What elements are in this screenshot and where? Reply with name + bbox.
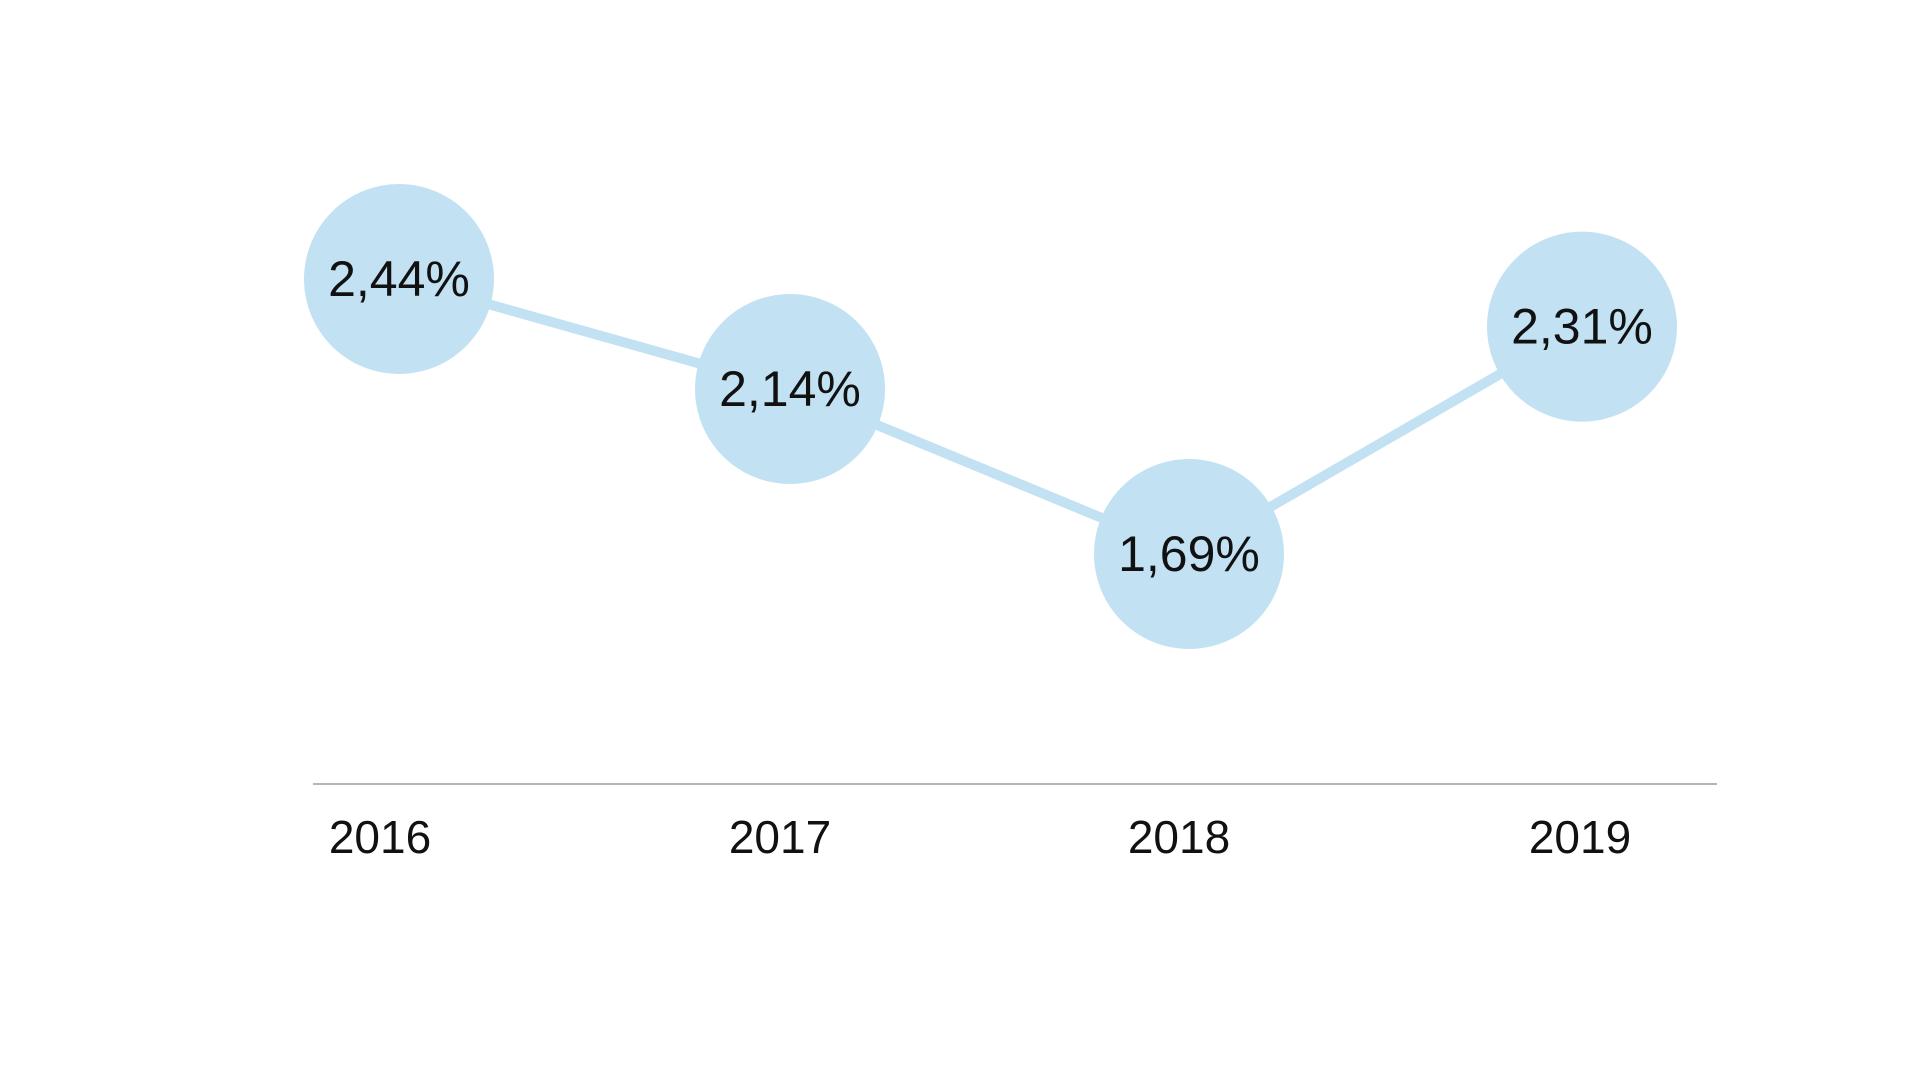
x-tick-label-2016: 2016: [329, 811, 431, 863]
x-tick-labels: 2016 2017 2018 2019: [329, 811, 1631, 863]
data-point-2019: [1487, 231, 1677, 422]
data-point-2018: [1094, 459, 1284, 649]
data-label-2018: 1,69%: [1118, 526, 1260, 582]
x-tick-label-2018: 2018: [1128, 811, 1230, 863]
data-point-2016: [304, 184, 494, 374]
data-label-2017: 2,14%: [719, 361, 861, 417]
data-label-2016: 2,44%: [328, 251, 470, 307]
data-label-2019: 2,31%: [1511, 299, 1653, 355]
data-labels: 2,44% 2,14% 1,69% 2,31%: [328, 251, 1653, 582]
data-markers: [304, 184, 1677, 649]
x-tick-label-2019: 2019: [1529, 811, 1631, 863]
data-point-2017: [695, 294, 885, 484]
series-lines: [394, 274, 1587, 559]
x-tick-label-2017: 2017: [729, 811, 831, 863]
